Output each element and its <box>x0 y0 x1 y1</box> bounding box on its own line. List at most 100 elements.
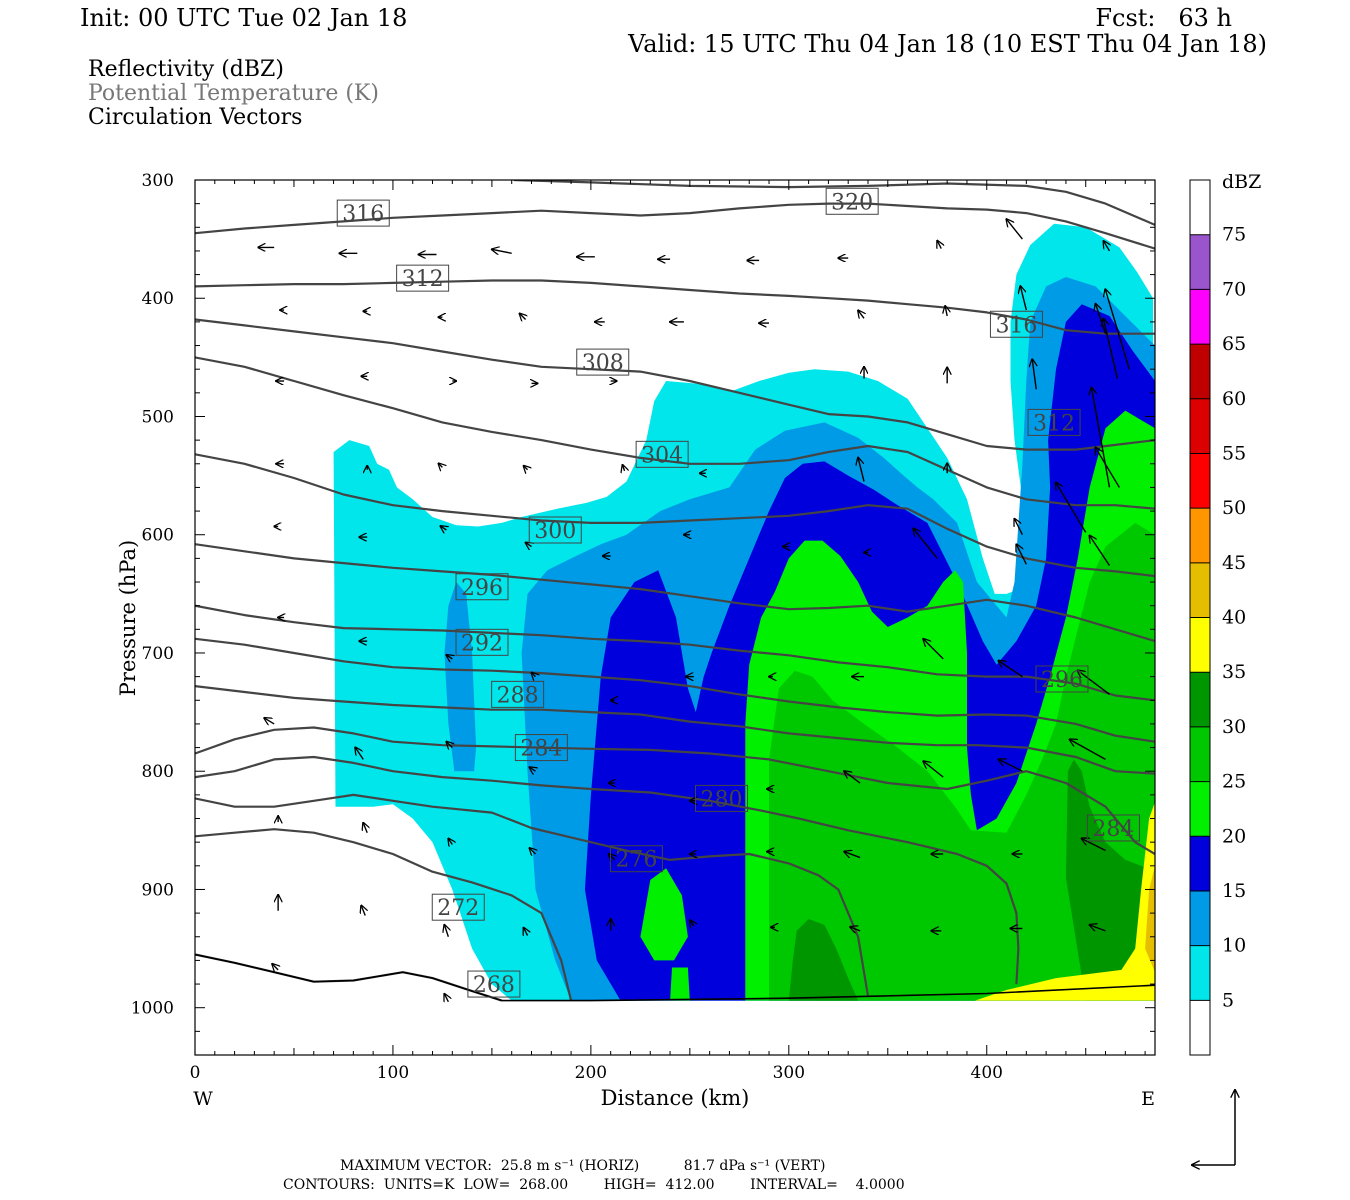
contour-label-284: 284 <box>514 734 568 762</box>
contour-label-box <box>467 970 521 998</box>
contour-label-276: 276 <box>609 845 663 873</box>
x-tick-label: 300 <box>773 1063 805 1083</box>
vector-32 <box>1105 289 1130 370</box>
vector-64 <box>998 661 1023 678</box>
init-time: Init: 00 UTC Tue 02 Jan 18 <box>80 4 408 32</box>
contour-label-308: 308 <box>576 348 630 376</box>
contour-label-312: 312 <box>1027 408 1081 436</box>
vector-42 <box>1056 482 1087 533</box>
contour-label-296: 296 <box>1035 665 1089 693</box>
contour-label-268: 268 <box>467 970 521 998</box>
vector-84 <box>844 852 861 859</box>
colorbar-bin-55 <box>1190 398 1210 454</box>
vector-91 <box>524 928 528 936</box>
colorbar-bin-65 <box>1190 289 1210 345</box>
x-tick-label: 200 <box>575 1063 607 1083</box>
forecast-hour: Fcst: 63 h <box>1095 4 1232 32</box>
colorbar-label-5: 5 <box>1222 989 1234 1011</box>
theta-contour-312 <box>195 318 1155 451</box>
contour-label-box <box>1027 408 1081 436</box>
contour-label-box <box>455 628 509 656</box>
contour-label-box <box>1035 665 1089 693</box>
vector-36 <box>524 466 528 470</box>
colorbar-label-45: 45 <box>1222 552 1246 574</box>
contour-label-box <box>514 734 568 762</box>
contour-label-box <box>1086 814 1140 842</box>
vector-100 <box>444 994 448 1002</box>
vector-98 <box>1090 925 1106 932</box>
axis-ticks <box>194 179 1155 1056</box>
vector-35 <box>438 463 442 467</box>
vector-37 <box>623 465 625 471</box>
colorbar-label-35: 35 <box>1222 661 1246 683</box>
contour-label-316: 316 <box>336 199 390 227</box>
vector-30 <box>1032 359 1036 390</box>
vector-95 <box>850 927 861 931</box>
reflectivity-40dbz <box>1145 865 1155 973</box>
vector-57 <box>446 655 452 659</box>
contour-label-text: 268 <box>473 973 515 998</box>
contour-label-box <box>491 680 545 708</box>
ground-surface <box>195 953 1155 1002</box>
vector-8 <box>937 241 941 249</box>
contour-label-box <box>455 573 509 601</box>
contour-label-box <box>695 784 749 812</box>
field-circulation-vectors: Circulation Vectors <box>88 105 303 130</box>
vector-69 <box>529 767 535 771</box>
contour-label-316: 316 <box>989 310 1043 338</box>
axis-labels: 0 100 200 300 400 300 400 500 600 700 800 900 1000 Di… <box>116 171 1155 1110</box>
vector-46 <box>440 526 446 530</box>
reference-vector <box>1192 1090 1235 1165</box>
vector-53 <box>1016 544 1027 565</box>
theta-contour-296 <box>195 604 1155 702</box>
contour-label-text: 272 <box>437 896 479 921</box>
contour-label-box <box>989 310 1043 338</box>
vector-81 <box>609 854 615 860</box>
vector-99 <box>272 964 278 970</box>
y-tick-label: 600 <box>142 526 174 546</box>
theta-contour-288 <box>195 685 1155 775</box>
contour-label-304: 304 <box>635 440 689 468</box>
contour-label-280: 280 <box>695 784 749 812</box>
y-tick-label: 300 <box>142 171 174 191</box>
contour-label-text: 284 <box>520 737 562 762</box>
contour-label-292: 292 <box>455 628 509 656</box>
colorbar-bin-30 <box>1190 672 1210 727</box>
colorbar-label-20: 20 <box>1222 825 1246 847</box>
contour-label-text: 292 <box>461 631 503 656</box>
vector-47 <box>525 543 531 547</box>
contour-label-text: 308 <box>582 351 624 376</box>
colorbar-bin-45 <box>1190 508 1210 563</box>
colorbar-bin-70 <box>1190 234 1210 290</box>
contour-label-320: 320 <box>825 187 879 215</box>
theta-contour-308 <box>195 356 1155 510</box>
theta-contour-316 <box>195 279 1155 335</box>
vector-41 <box>1014 519 1024 536</box>
vector-74 <box>923 761 944 778</box>
contour-label-text: 296 <box>1041 668 1083 693</box>
contour-label-box <box>825 187 879 215</box>
contour-label-box <box>609 845 663 873</box>
contour-label-box <box>336 199 390 227</box>
vector-54 <box>1089 535 1111 566</box>
reflectivity-35dbz <box>974 802 1155 1001</box>
colorbar-bin-20 <box>1190 781 1210 837</box>
contour-label-text: 296 <box>461 576 503 601</box>
contour-label-text: 312 <box>1033 411 1075 436</box>
contour-label-box <box>528 516 582 544</box>
contour-label-284: 284 <box>1086 814 1140 842</box>
colorbar-label-70: 70 <box>1222 278 1246 300</box>
vector-43 <box>1095 447 1120 488</box>
theta-contour-284 <box>195 726 1155 855</box>
colorbar-label-75: 75 <box>1222 224 1246 246</box>
y-tick-label: 500 <box>142 407 174 427</box>
theta-contour-292 <box>195 637 1155 743</box>
contour-label-box <box>635 440 689 468</box>
field-potential-temperature: Potential Temperature (K) <box>88 81 379 106</box>
contour-label-text: 300 <box>534 519 576 544</box>
vector-63 <box>923 639 944 660</box>
vector-75 <box>998 759 1023 772</box>
y-tick-label: 800 <box>142 762 174 782</box>
vector-10 <box>1103 241 1109 252</box>
contour-label-text: 284 <box>1092 817 1134 842</box>
